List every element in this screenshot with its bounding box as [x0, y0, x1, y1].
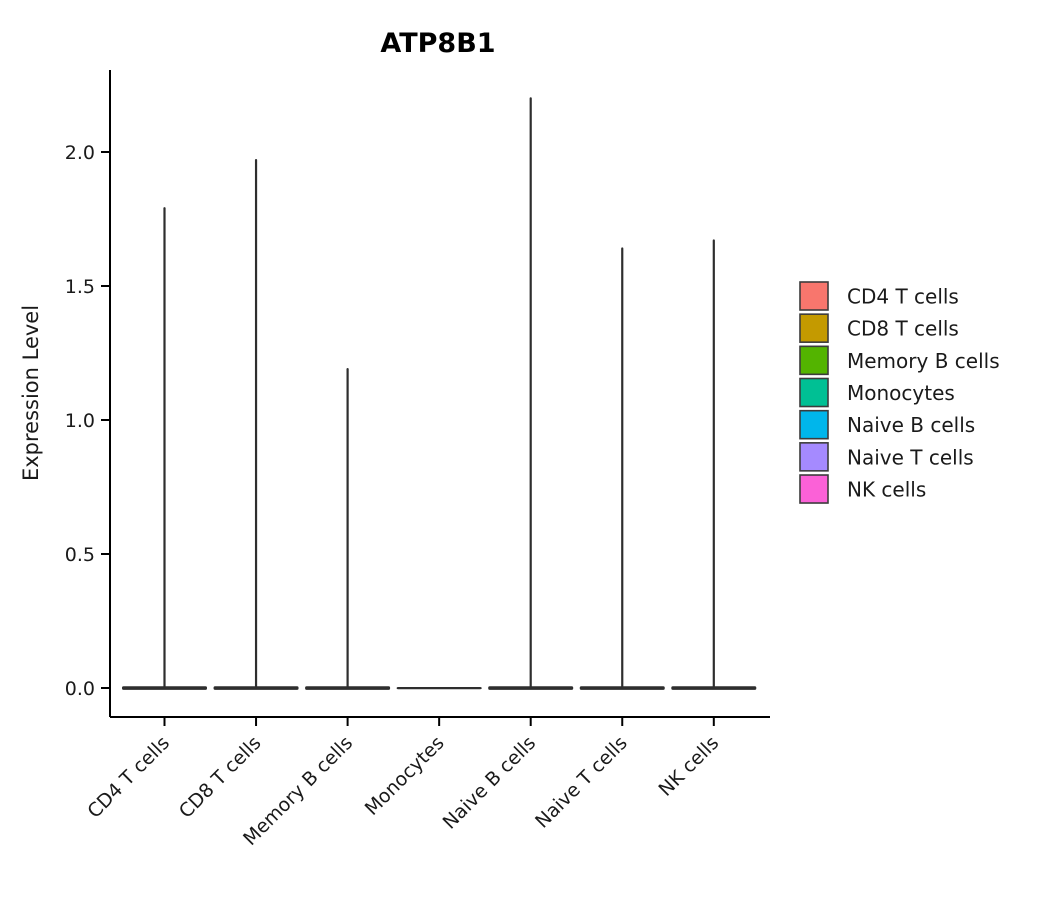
- violin-memory-b-cells: [305, 367, 391, 690]
- y-tick-label: 0.0: [65, 678, 95, 700]
- legend-swatch: [799, 281, 829, 311]
- legend-swatch: [799, 409, 829, 440]
- legend-label: Naive T cells: [847, 445, 974, 469]
- violin-series: [122, 97, 757, 690]
- legend-label: Monocytes: [847, 381, 955, 405]
- violin-base: [396, 687, 482, 690]
- y-axis-title: Expression Level: [19, 305, 43, 481]
- y-tick-label: 0.5: [65, 544, 95, 566]
- violin-cd8-t-cells: [213, 158, 299, 690]
- x-axis-label-naive-b-cells: Naive B cells: [439, 732, 541, 834]
- legend-item-cd8-t-cells: CD8 T cells: [799, 313, 959, 343]
- legend-item-memory-b-cells: Memory B cells: [799, 345, 1000, 376]
- x-axis-label-monocytes: Monocytes: [361, 732, 449, 820]
- chart-title: ATP8B1: [380, 28, 495, 59]
- legend-label: Memory B cells: [847, 349, 1000, 373]
- legend-swatch: [799, 474, 829, 504]
- legend-item-naive-b-cells: Naive B cells: [799, 409, 975, 440]
- violin-monocytes: [396, 687, 482, 690]
- y-tick-label: 1.5: [65, 276, 95, 298]
- x-axis-label-cd8-t-cells: CD8 T cells: [175, 732, 266, 823]
- legend-swatch: [799, 313, 829, 343]
- violin-naive-b-cells: [488, 97, 574, 690]
- legend-label: Naive B cells: [847, 413, 975, 437]
- legend-label: NK cells: [847, 478, 926, 502]
- legend-label: CD8 T cells: [847, 317, 959, 341]
- legend-item-naive-t-cells: Naive T cells: [799, 442, 974, 472]
- y-tick-label: 2.0: [65, 142, 95, 164]
- x-axis-label-cd4-t-cells: CD4 T cells: [83, 732, 174, 823]
- legend: CD4 T cells CD8 T cells Memory B cells Mono…: [799, 281, 1000, 504]
- legend-item-cd4-t-cells: CD4 T cells: [799, 281, 959, 311]
- legend-label: CD4 T cells: [847, 285, 959, 309]
- y-tick-label: 1.0: [65, 410, 95, 432]
- legend-swatch: [799, 377, 829, 408]
- legend-swatch: [799, 442, 829, 472]
- violin-cd4-t-cells: [122, 207, 207, 690]
- legend-item-monocytes: Monocytes: [799, 377, 955, 408]
- legend-swatch: [799, 345, 829, 376]
- violin-naive-t-cells: [579, 247, 665, 690]
- violin-nk-cells: [671, 239, 757, 690]
- x-axis-label-nk-cells: NK cells: [655, 732, 724, 801]
- x-axis-label-naive-t-cells: Naive T cells: [531, 732, 632, 833]
- legend-item-nk-cells: NK cells: [799, 474, 926, 504]
